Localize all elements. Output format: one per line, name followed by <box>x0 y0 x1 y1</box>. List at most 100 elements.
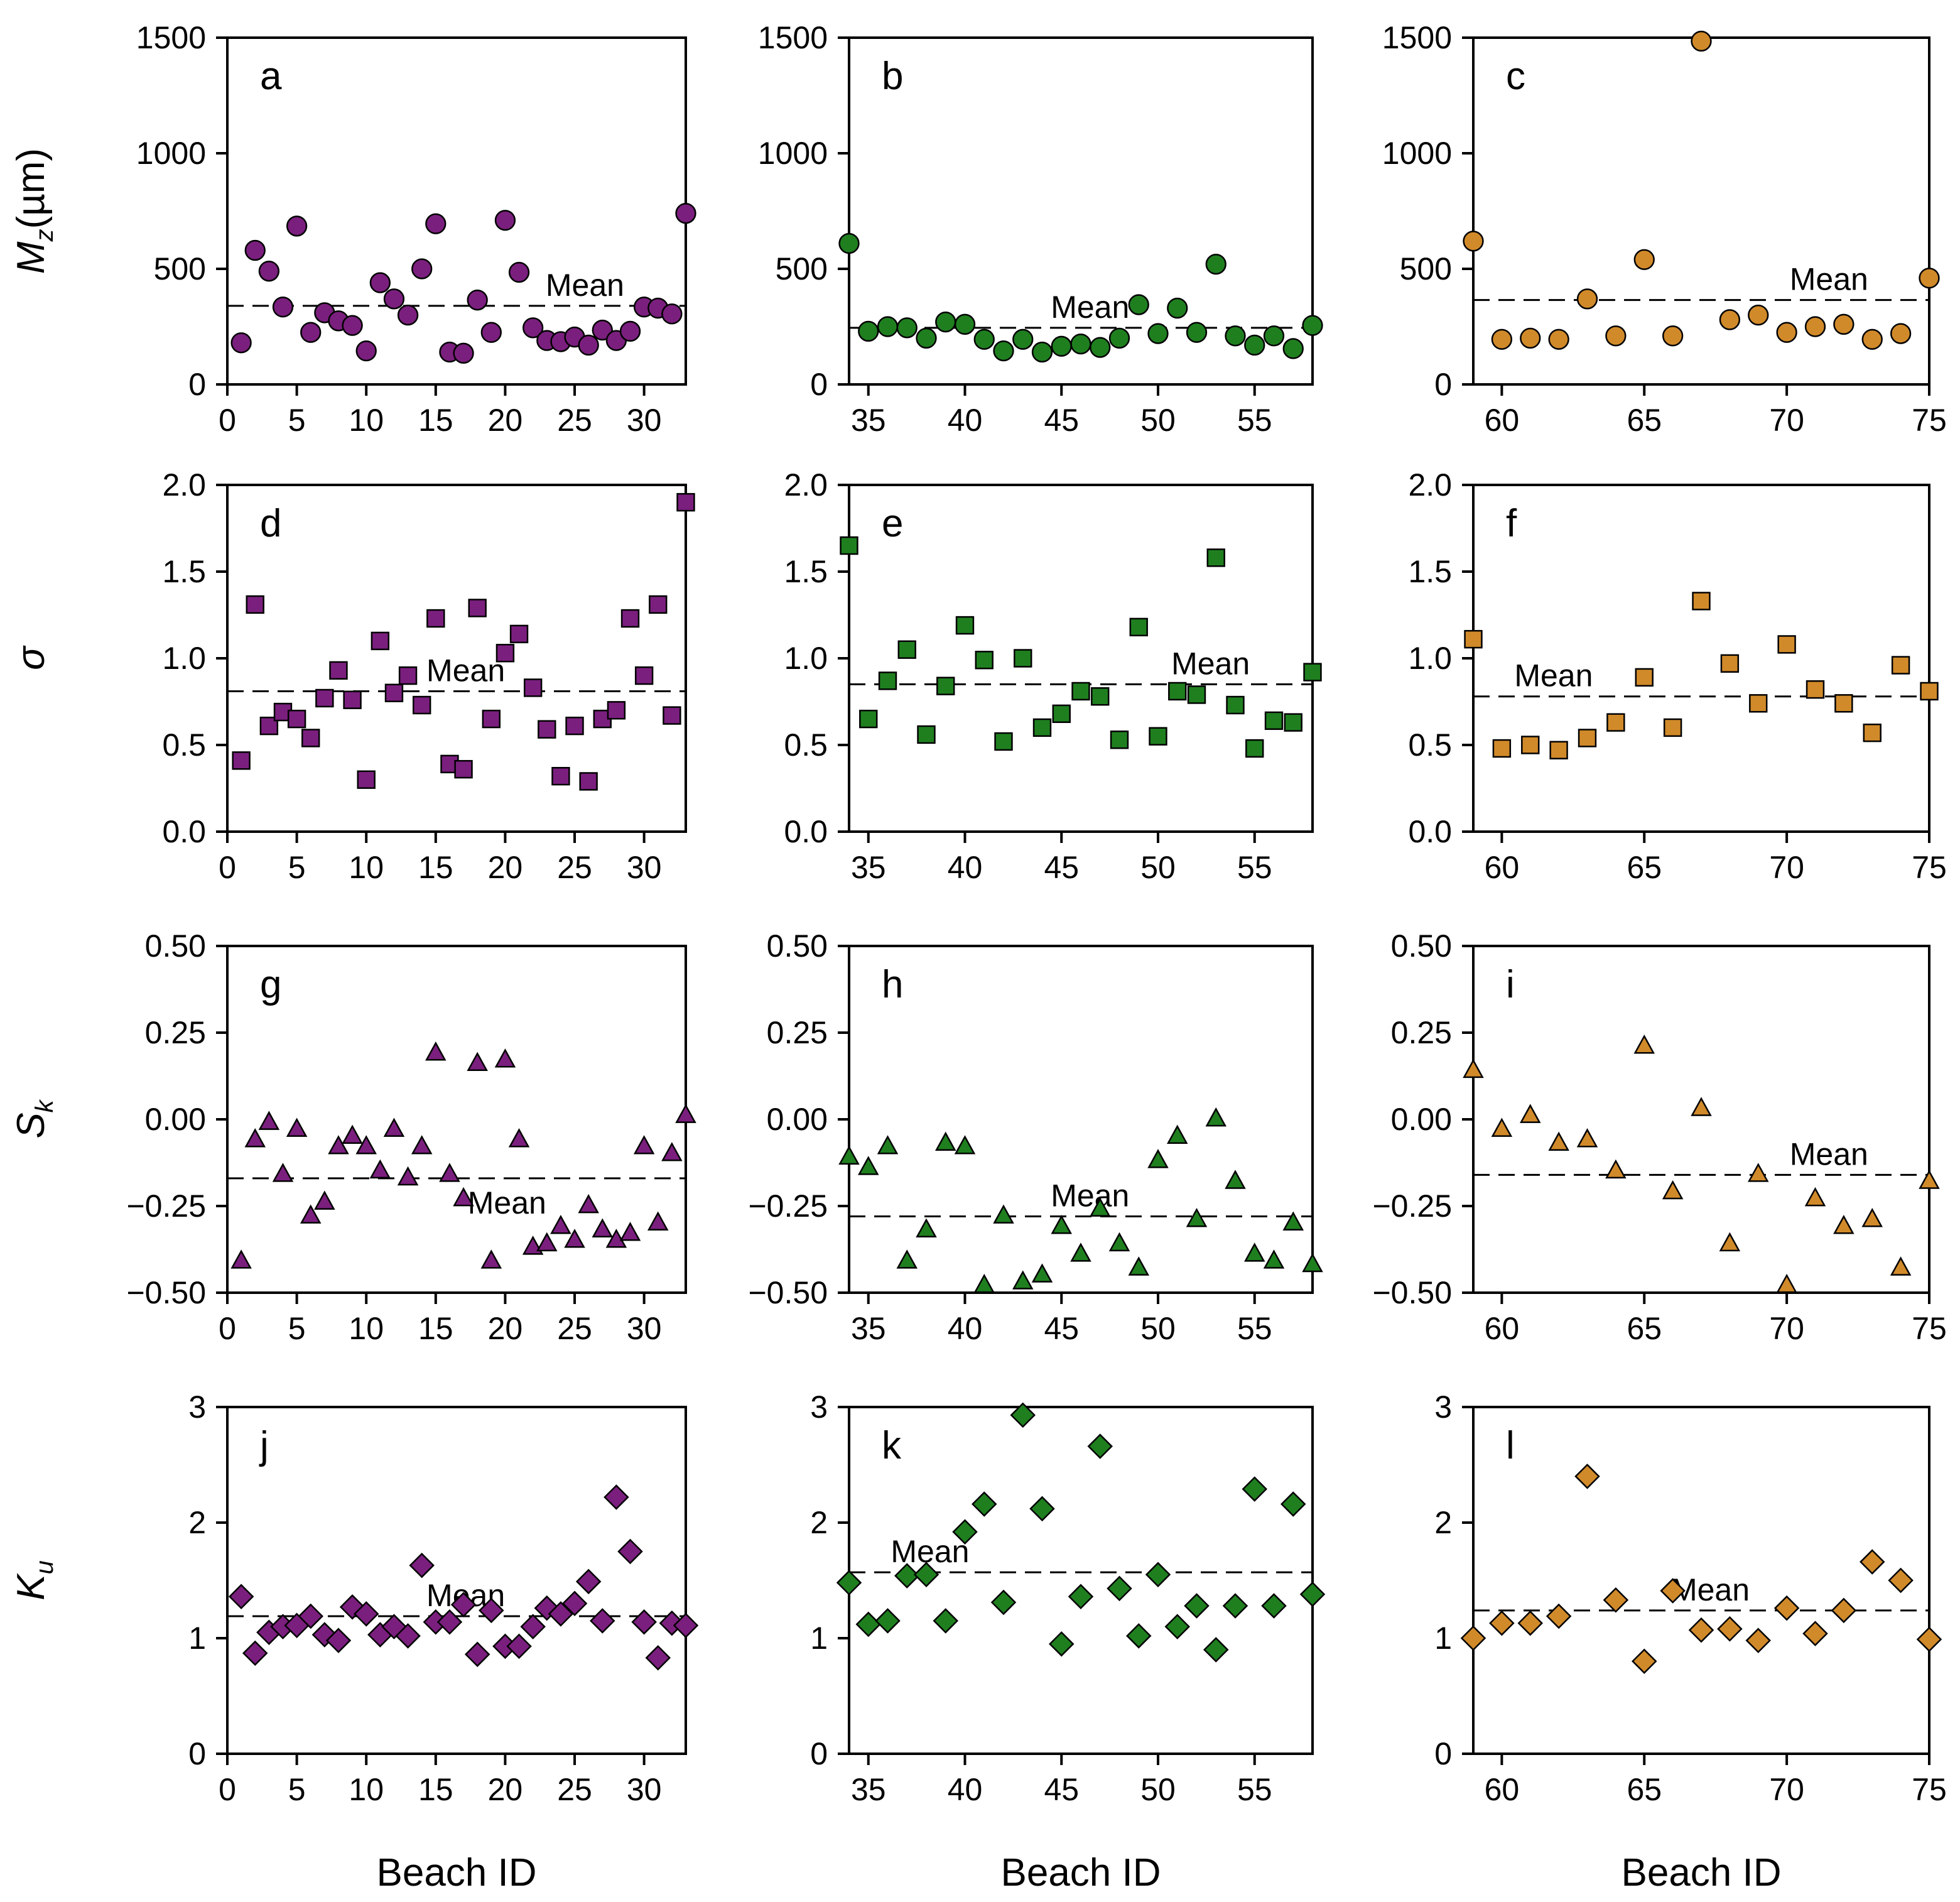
y-tick-label: 1 <box>188 1621 206 1656</box>
data-point <box>286 215 308 237</box>
data-point <box>453 1187 474 1207</box>
x-tick-label: 60 <box>1485 1311 1520 1346</box>
y-tick-label: 3 <box>810 1389 828 1425</box>
data-point <box>522 317 544 339</box>
data-point <box>1776 322 1797 343</box>
data-point <box>1108 327 1130 349</box>
x-tick-label: 65 <box>1627 1311 1662 1346</box>
x-tick-label: 5 <box>288 403 306 438</box>
data-point <box>426 609 445 628</box>
data-point <box>464 1641 490 1668</box>
axis-title-subscript: k <box>31 1099 58 1112</box>
y-tick-label: −0.50 <box>126 1275 206 1310</box>
y-tick-label: 0.50 <box>145 928 206 964</box>
data-point <box>1546 1603 1572 1629</box>
data-point <box>858 1156 879 1175</box>
data-point <box>1861 329 1883 350</box>
x-tick-label: 0 <box>219 1311 236 1346</box>
data-point <box>468 599 487 617</box>
y-tick-label: 0.25 <box>145 1015 206 1050</box>
x-tick-label: 25 <box>557 1311 592 1346</box>
plot-frame <box>848 1406 1314 1755</box>
data-point <box>1605 1159 1627 1179</box>
data-point <box>1128 1256 1149 1276</box>
data-point <box>859 709 878 729</box>
data-point <box>896 317 918 339</box>
panel-d: 0 5 10 15 20 25 30 0.0 0.5 1.0 1.5 2.0 d Mean <box>162 467 695 885</box>
data-point <box>1126 1623 1152 1649</box>
data-point <box>592 1218 614 1237</box>
data-point <box>1691 30 1712 52</box>
x-tick-label: 30 <box>627 1311 662 1346</box>
data-point <box>1206 548 1225 567</box>
panel-letter: f <box>1506 502 1517 545</box>
data-point <box>935 1131 956 1151</box>
mean-label: Mean <box>1790 262 1868 297</box>
data-point <box>1773 1595 1800 1621</box>
data-point <box>1029 1496 1055 1522</box>
plot-frame <box>848 945 1314 1294</box>
data-point <box>467 1052 488 1072</box>
y-tick-label: 1.0 <box>1408 641 1452 676</box>
data-point <box>1463 1058 1484 1079</box>
data-point <box>1548 1131 1569 1151</box>
plot-frame <box>848 36 1314 386</box>
data-point <box>1549 741 1568 759</box>
data-point <box>633 1135 655 1155</box>
data-point <box>579 772 598 791</box>
data-point <box>1748 1163 1769 1182</box>
y-tick-label: 0 <box>1434 1736 1452 1771</box>
row-axis-title: Sk <box>9 1099 58 1138</box>
data-point <box>955 616 975 635</box>
data-point <box>1263 325 1285 347</box>
x-tick-label: 5 <box>288 1311 306 1346</box>
data-point <box>1720 654 1740 673</box>
x-tick-label: 50 <box>1140 850 1176 885</box>
data-point <box>972 1491 997 1517</box>
data-point <box>1280 1491 1306 1517</box>
data-point <box>1071 682 1090 701</box>
x-tick-label: 40 <box>948 1772 983 1807</box>
y-tick-label: 1000 <box>136 136 206 171</box>
data-point <box>480 1249 502 1269</box>
data-point <box>1186 322 1208 343</box>
y-tick-label: 0.25 <box>767 1015 828 1050</box>
data-point <box>952 1519 978 1545</box>
data-point <box>838 232 860 254</box>
y-tick-label: 2.0 <box>784 467 828 503</box>
data-point <box>1660 1578 1686 1604</box>
data-point <box>676 492 695 512</box>
data-point <box>561 1590 588 1617</box>
data-point <box>369 272 391 293</box>
data-point <box>454 759 473 779</box>
data-point <box>1806 680 1825 699</box>
column-axis-titles: Beach ID Beach ID Beach ID <box>376 1851 1781 1894</box>
panel-letter: k <box>882 1424 902 1467</box>
x-tick-label: 5 <box>288 850 306 885</box>
axis-title-subscript: u <box>31 1560 58 1574</box>
data-point <box>1167 297 1188 319</box>
y-tick-label: 1500 <box>1382 20 1452 55</box>
data-point <box>1091 687 1110 706</box>
data-point <box>1108 1232 1130 1252</box>
data-point <box>1491 329 1513 350</box>
data-point <box>1633 1034 1655 1054</box>
data-point <box>1662 325 1684 347</box>
y-tick-label: 2.0 <box>1408 467 1452 503</box>
data-point <box>355 340 377 362</box>
data-point <box>1147 323 1169 344</box>
x-tick-label: 40 <box>948 403 983 438</box>
data-point <box>1576 288 1598 310</box>
data-point <box>286 1117 308 1137</box>
x-tick-label: 65 <box>1627 850 1662 885</box>
data-point <box>1748 304 1769 326</box>
data-point <box>1663 718 1682 737</box>
y-tick-label: 3 <box>1434 1389 1452 1425</box>
y-tick-label: 1000 <box>1382 136 1452 171</box>
data-point <box>1010 1402 1036 1428</box>
data-point <box>1492 739 1512 758</box>
y-tick-label: 1 <box>810 1621 828 1656</box>
x-tick-label: 10 <box>349 1772 384 1807</box>
x-tick-label: 50 <box>1140 1311 1176 1346</box>
data-point <box>300 1204 322 1224</box>
